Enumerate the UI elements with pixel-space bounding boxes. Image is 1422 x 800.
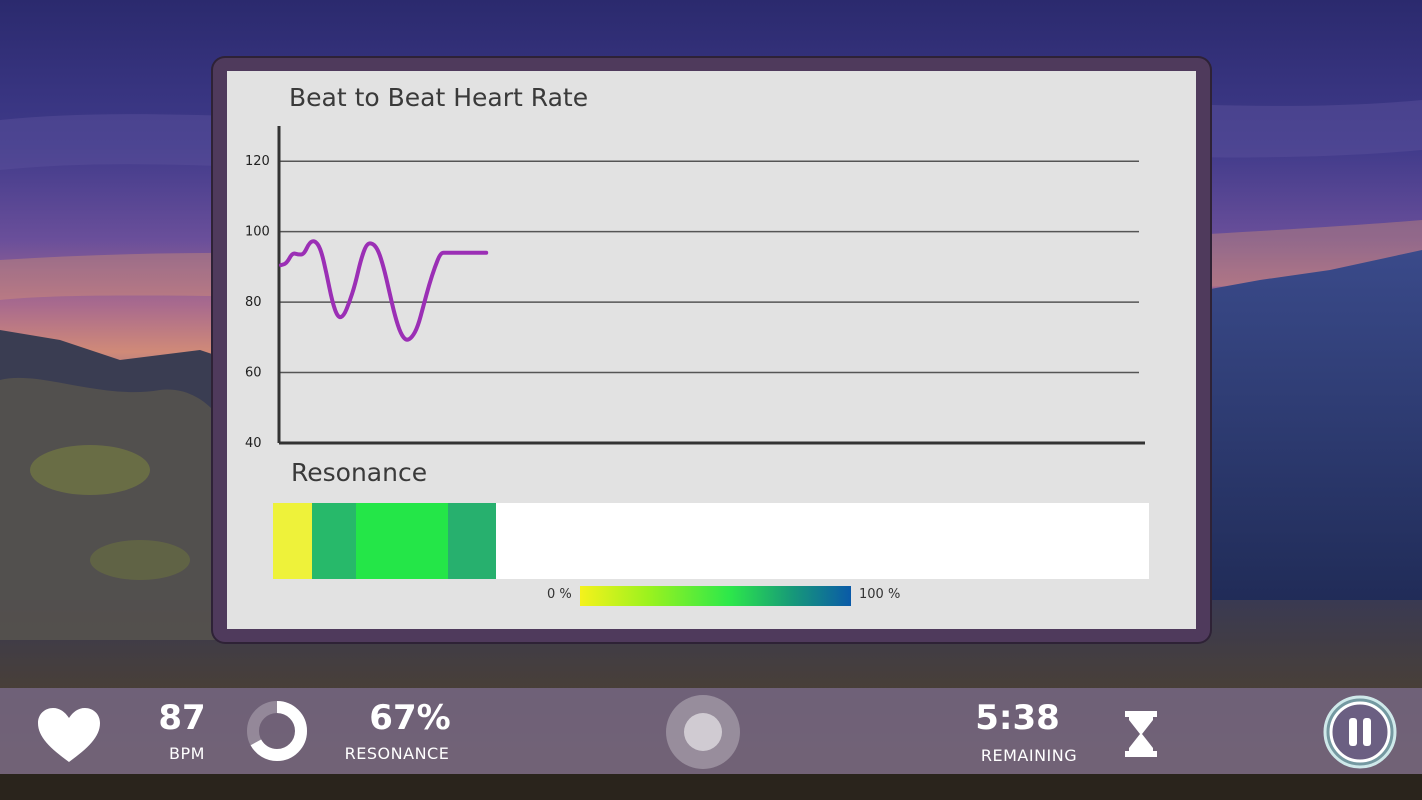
chart-panel-inner: Beat to Beat Heart Rate 40 60 80 100 120 Res…	[227, 71, 1196, 629]
y-tick-label: 40	[245, 436, 262, 451]
scale-max-label: 100 %	[859, 587, 901, 602]
time-remaining-label: REMAINING	[980, 746, 1078, 765]
status-bar: 87 BPM 67% RESONANCE 5:38 REMAINING	[0, 688, 1422, 774]
resonance-segment	[356, 503, 449, 579]
heart-rate-series-line	[279, 239, 489, 342]
scale-min-label: 0 %	[547, 587, 572, 602]
bpm-label: BPM	[169, 744, 205, 763]
pause-button[interactable]	[1322, 694, 1398, 770]
resonance-segment	[312, 503, 357, 579]
heart-rate-chart: 40 60 80 100 120	[245, 126, 1145, 451]
resonance-ring-icon	[247, 701, 307, 761]
time-remaining-value: 5:38	[975, 698, 1060, 738]
pause-icon	[1349, 718, 1357, 746]
resonance-color-scale	[580, 586, 851, 606]
heart-icon	[38, 708, 100, 762]
resonance-title: Resonance	[291, 458, 428, 487]
footer-strip	[0, 774, 1422, 800]
resonance-label: RESONANCE	[344, 744, 450, 763]
resonance-segment	[448, 503, 497, 579]
resonance-scale: 0 % 100 %	[227, 586, 1196, 608]
resonance-history-bar	[273, 503, 1149, 579]
y-tick-label: 120	[245, 154, 270, 169]
resonance-segment	[273, 503, 313, 579]
chart-title: Beat to Beat Heart Rate	[289, 83, 589, 112]
resonance-value: 67%	[369, 698, 451, 738]
y-tick-label: 80	[245, 295, 262, 310]
hourglass-icon	[1125, 711, 1157, 757]
y-tick-label: 100	[245, 225, 270, 240]
y-tick-label: 60	[245, 366, 262, 381]
bpm-value: 87	[158, 698, 206, 738]
chart-panel: Beat to Beat Heart Rate 40 60 80 100 120 Res…	[213, 58, 1210, 642]
record-button[interactable]	[664, 693, 742, 771]
